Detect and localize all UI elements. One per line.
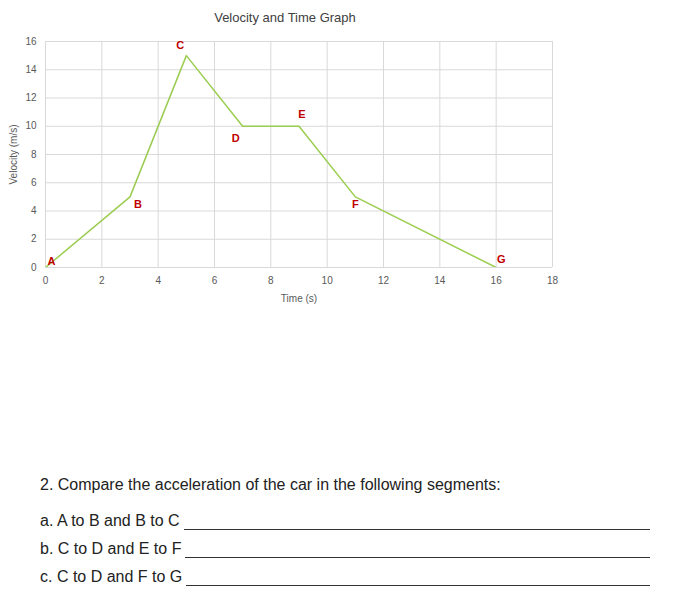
svg-text:F: F bbox=[352, 198, 359, 210]
svg-text:D: D bbox=[232, 132, 240, 144]
svg-text:B: B bbox=[134, 198, 142, 210]
svg-text:16: 16 bbox=[25, 36, 37, 47]
svg-text:12: 12 bbox=[25, 92, 37, 103]
svg-text:8: 8 bbox=[31, 149, 37, 160]
svg-text:16: 16 bbox=[491, 275, 503, 286]
svg-text:4: 4 bbox=[31, 205, 37, 216]
html-text:a. A to B and B to C: a. A to B and B to C bbox=[40, 512, 180, 529]
svg-text:14: 14 bbox=[434, 275, 446, 286]
svg-text:E: E bbox=[298, 108, 305, 120]
svg-text:0: 0 bbox=[43, 275, 49, 286]
svg-text:C: C bbox=[176, 39, 184, 51]
html-text:c. C to D and F to G: c. C to D and F to G bbox=[40, 568, 183, 585]
svg-text:10: 10 bbox=[322, 275, 334, 286]
svg-text:A: A bbox=[48, 255, 56, 267]
svg-text:8: 8 bbox=[268, 275, 274, 286]
svg-text:14: 14 bbox=[25, 64, 37, 75]
svg-text:Time (s): Time (s) bbox=[281, 293, 317, 304]
svg-text:Velocity (m/s): Velocity (m/s) bbox=[8, 124, 19, 184]
html-text:Velocity and Time Graph: Velocity and Time Graph bbox=[214, 10, 356, 25]
svg-text:0: 0 bbox=[31, 262, 37, 273]
svg-text:6: 6 bbox=[212, 275, 218, 286]
svg-text:2: 2 bbox=[99, 275, 105, 286]
svg-text:12: 12 bbox=[378, 275, 390, 286]
html-text:2. Compare the acceleration of: 2. Compare the acceleration of the car i… bbox=[40, 476, 501, 493]
html-text:b. C to D and E to F: b. C to D and E to F bbox=[40, 540, 182, 557]
svg-text:G: G bbox=[497, 253, 506, 265]
svg-text:18: 18 bbox=[547, 275, 559, 286]
svg-text:4: 4 bbox=[155, 275, 161, 286]
svg-text:6: 6 bbox=[31, 177, 37, 188]
svg-text:2: 2 bbox=[31, 233, 37, 244]
svg-text:10: 10 bbox=[25, 120, 37, 131]
